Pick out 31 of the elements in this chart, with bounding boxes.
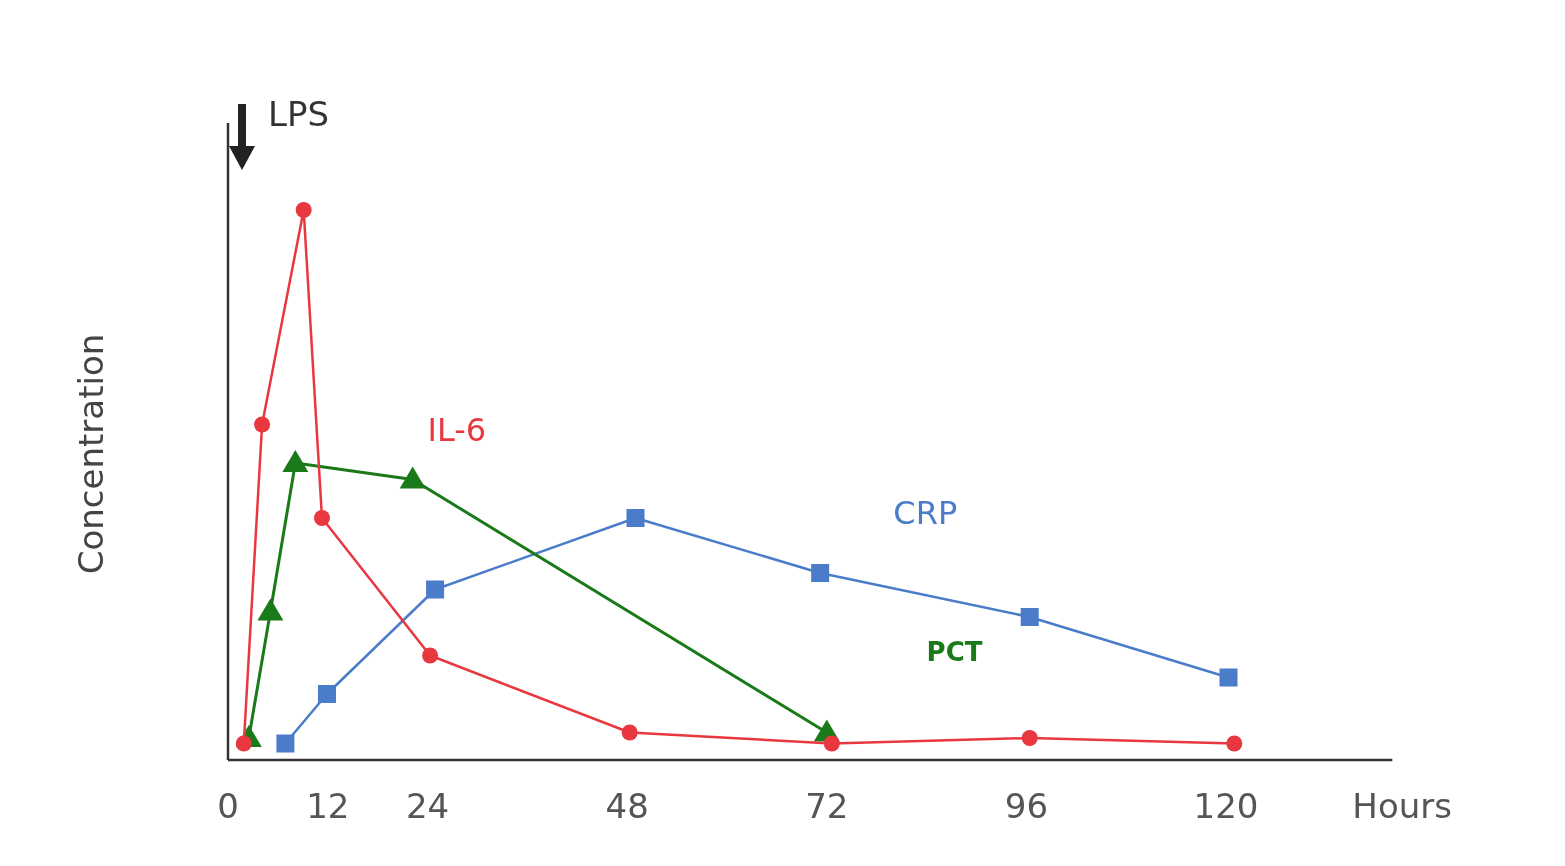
point — [1021, 730, 1038, 746]
point — [276, 734, 295, 753]
x-axis-title: Hours — [1352, 786, 1452, 826]
point — [254, 416, 271, 433]
x-tick-label: 120 — [1193, 786, 1259, 826]
text: IL-6 — [427, 411, 487, 449]
point — [282, 450, 309, 472]
point — [1020, 608, 1039, 626]
point — [426, 580, 445, 599]
point — [422, 647, 439, 664]
x-tick-label: 72 — [805, 786, 849, 826]
point — [1226, 735, 1243, 752]
y-axis-title: Concentration — [71, 333, 111, 575]
text: PCT — [926, 637, 983, 667]
point — [621, 724, 638, 741]
point — [257, 598, 284, 621]
point — [626, 509, 645, 527]
x-tick-label: 96 — [1004, 786, 1049, 826]
point — [811, 564, 830, 582]
point — [295, 202, 312, 218]
point — [399, 466, 426, 489]
point — [313, 510, 330, 526]
point — [823, 735, 840, 752]
text: LPS — [268, 94, 330, 134]
point — [317, 685, 336, 703]
x-tick-label: 12 — [306, 786, 350, 826]
x-tick-label: 24 — [405, 786, 450, 826]
point — [1219, 668, 1238, 687]
x-tick-label: 0 — [217, 786, 239, 826]
x-tick-label: 48 — [605, 786, 649, 826]
series-label: CRP — [893, 493, 958, 532]
